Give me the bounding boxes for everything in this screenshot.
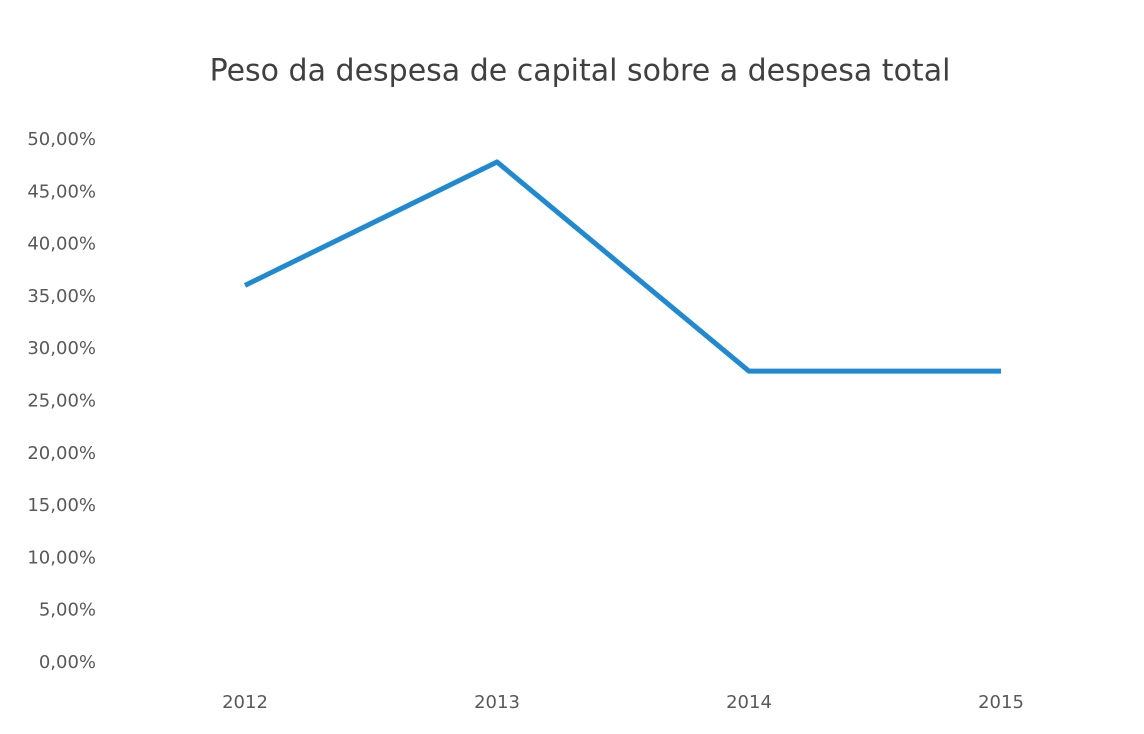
chart-title: Peso da despesa de capital sobre a despe… <box>210 54 951 89</box>
line <box>243 159 1001 374</box>
y-tick-label: 20,00% <box>27 443 96 464</box>
x-tick-label: 2012 <box>222 692 268 713</box>
y-tick-label: 45,00% <box>27 181 96 202</box>
y-tick-label: 40,00% <box>27 234 96 255</box>
x-tick-label: 2013 <box>474 692 520 713</box>
y-tick-label: 30,00% <box>27 338 96 359</box>
y-tick-label: 5,00% <box>39 600 96 621</box>
y-tick-label: 50,00% <box>27 129 96 150</box>
y-tick-label: 15,00% <box>27 495 96 516</box>
y-tick-label: 25,00% <box>27 391 96 412</box>
y-tick-label: 35,00% <box>27 286 96 307</box>
x-tick-label: 2014 <box>726 692 772 713</box>
y-tick-label: 10,00% <box>27 547 96 568</box>
x-tick-label: 2015 <box>978 692 1024 713</box>
y-tick-label: 0,00% <box>39 652 96 673</box>
